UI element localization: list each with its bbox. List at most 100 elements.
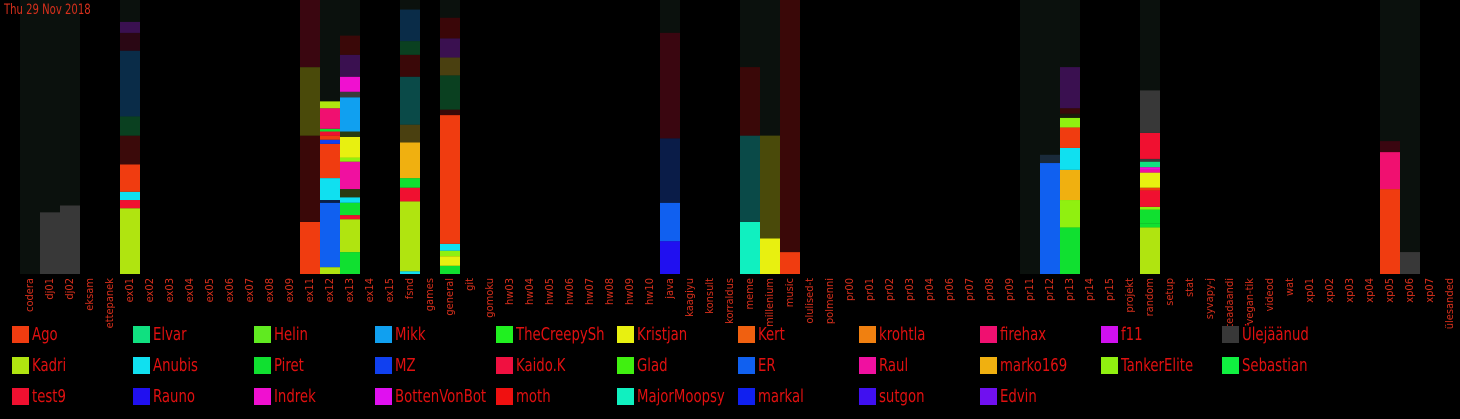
bar-segment-dj01-0	[40, 212, 60, 274]
bar-segment-random-8	[1140, 167, 1160, 170]
bar-segment-pr13-0	[1060, 227, 1080, 274]
x-tick-label-random: random	[1143, 278, 1156, 317]
legend-item: test9	[12, 385, 73, 407]
x-tick-label-polmenni: polmenni	[823, 278, 836, 325]
legend-label: Piret	[274, 354, 304, 376]
x-tick-label-korraldus: korraldus	[723, 278, 736, 324]
bar-segment-ex01-2	[120, 191, 140, 201]
bar-segment-ex13-7	[340, 157, 360, 162]
legend-item: MajorMoopsy	[617, 385, 744, 407]
x-tick-label-pr06: pr06	[943, 278, 956, 301]
x-tick-label-ex03: ex03	[163, 278, 176, 303]
bar-segment-music-0	[780, 252, 800, 274]
bar-segment-xp06-0	[1400, 252, 1420, 274]
x-tick-label-ex11: ex11	[303, 278, 316, 303]
bar-segment-xp05-2	[1380, 141, 1400, 153]
legend-item: markal	[738, 385, 814, 407]
bar-segment-fsnd-3	[400, 178, 420, 188]
x-tick-label-ülesanded: ülesanded	[1443, 278, 1456, 330]
bar-track-pr11	[1020, 0, 1040, 274]
x-tick-label-ex05: ex05	[203, 278, 216, 303]
legend-item: sutgon	[859, 385, 935, 407]
bar-segment-xp05-0	[1380, 189, 1400, 274]
bar-segment-general-2	[440, 250, 460, 257]
x-tick-label-pr00: pr00	[843, 278, 856, 301]
x-tick-label-pr15: pr15	[1103, 278, 1116, 301]
legend-item: f11	[1101, 323, 1147, 345]
legend-swatch	[1222, 356, 1239, 374]
x-tick-label-ex08: ex08	[263, 278, 276, 303]
bar-segment-ex13-4	[340, 197, 360, 203]
date-label: Thu 29 Nov 2018	[4, 2, 91, 18]
bar-segment-dj02-0	[60, 205, 80, 274]
legend-swatch	[617, 325, 634, 343]
legend-swatch	[859, 387, 876, 405]
legend-swatch	[496, 387, 513, 405]
x-tick-label-pr14: pr14	[1083, 278, 1096, 301]
legend-label: test9	[32, 385, 66, 407]
x-tick-label-xp02: xp02	[1323, 278, 1336, 303]
x-tick-label-hw07: hw07	[583, 278, 596, 305]
legend-item: BottenVonBot	[375, 385, 506, 407]
bar-segment-pr13-8	[1060, 67, 1080, 109]
x-tick-label-fsnd: fsnd	[403, 278, 416, 300]
bar-segment-ex13-13	[340, 54, 360, 77]
x-tick-label-projekt: projekt	[1123, 278, 1136, 313]
x-tick-label-general: general	[443, 278, 456, 316]
bar-segment-random-12	[1140, 90, 1160, 133]
bar-segment-ex01-8	[120, 21, 140, 33]
bar-segment-ex01-1	[120, 200, 140, 209]
bar-segment-fsnd-4	[400, 142, 420, 179]
legend-item: Elvar	[133, 323, 194, 345]
legend-label: Anubis	[153, 354, 198, 376]
bar-track-xp06	[1400, 0, 1420, 274]
legend-item: Kert	[738, 323, 791, 345]
legend-item: Anubis	[133, 354, 208, 376]
legend-label: MZ	[395, 354, 416, 376]
legend-item: Kadri	[12, 354, 74, 376]
bar-segment-pr13-1	[1060, 200, 1080, 228]
legend-swatch	[133, 387, 150, 405]
legend-label: Edvin	[1000, 385, 1037, 407]
bar-segment-ex12-3	[320, 178, 340, 201]
bar-segment-fsnd-2	[400, 187, 420, 202]
bar-segment-ex13-11	[340, 91, 360, 98]
x-tick-label-pr11: pr11	[1023, 278, 1036, 301]
legend-swatch	[738, 325, 755, 343]
bar-segment-random-2	[1140, 209, 1160, 224]
legend-swatch	[738, 356, 755, 374]
bar-track-dj01	[40, 0, 60, 274]
bar-segment-general-0	[440, 265, 460, 274]
x-tick-label-pr07: pr07	[963, 278, 976, 301]
bar-segment-ex12-2	[320, 200, 340, 203]
legend-label: f11	[1121, 323, 1143, 345]
legend-swatch	[617, 387, 634, 405]
x-tick-label-konsult: konsult	[703, 278, 716, 314]
bar-segment-fsnd-7	[400, 54, 420, 77]
bar-segment-general-9	[440, 17, 460, 39]
x-tick-label-pr04: pr04	[923, 278, 936, 301]
bar-segment-ex01-0	[120, 208, 140, 274]
legend-swatch	[12, 325, 29, 343]
bar-segment-meme-0	[740, 221, 760, 274]
x-tick-label-git: git	[463, 278, 476, 291]
x-tick-label-xp05: xp05	[1383, 278, 1396, 303]
legend-label: TankerElite	[1121, 354, 1194, 376]
x-tick-label-codera: codera	[23, 278, 36, 312]
bar-segment-fsnd-1	[400, 201, 420, 272]
x-tick-label-ex01: ex01	[123, 278, 136, 303]
legend-label: moth	[516, 385, 551, 407]
x-tick-label-pr01: pr01	[863, 278, 876, 301]
bar-segment-ex11-2	[300, 67, 320, 136]
bar-segment-pr13-5	[1060, 117, 1080, 128]
bar-segment-java-0	[660, 241, 680, 274]
legend-label: krohtla	[879, 323, 926, 345]
bar-segment-random-7	[1140, 169, 1160, 173]
bar-segment-java-3	[660, 32, 680, 139]
x-tick-label-ex06: ex06	[223, 278, 236, 303]
legend-label: Glad	[637, 354, 668, 376]
bar-track-codera	[20, 0, 40, 274]
bar-segment-ex12-4	[320, 143, 340, 179]
bar-segment-ex01-4	[120, 135, 140, 165]
bar-segment-ex12-5	[320, 139, 340, 144]
